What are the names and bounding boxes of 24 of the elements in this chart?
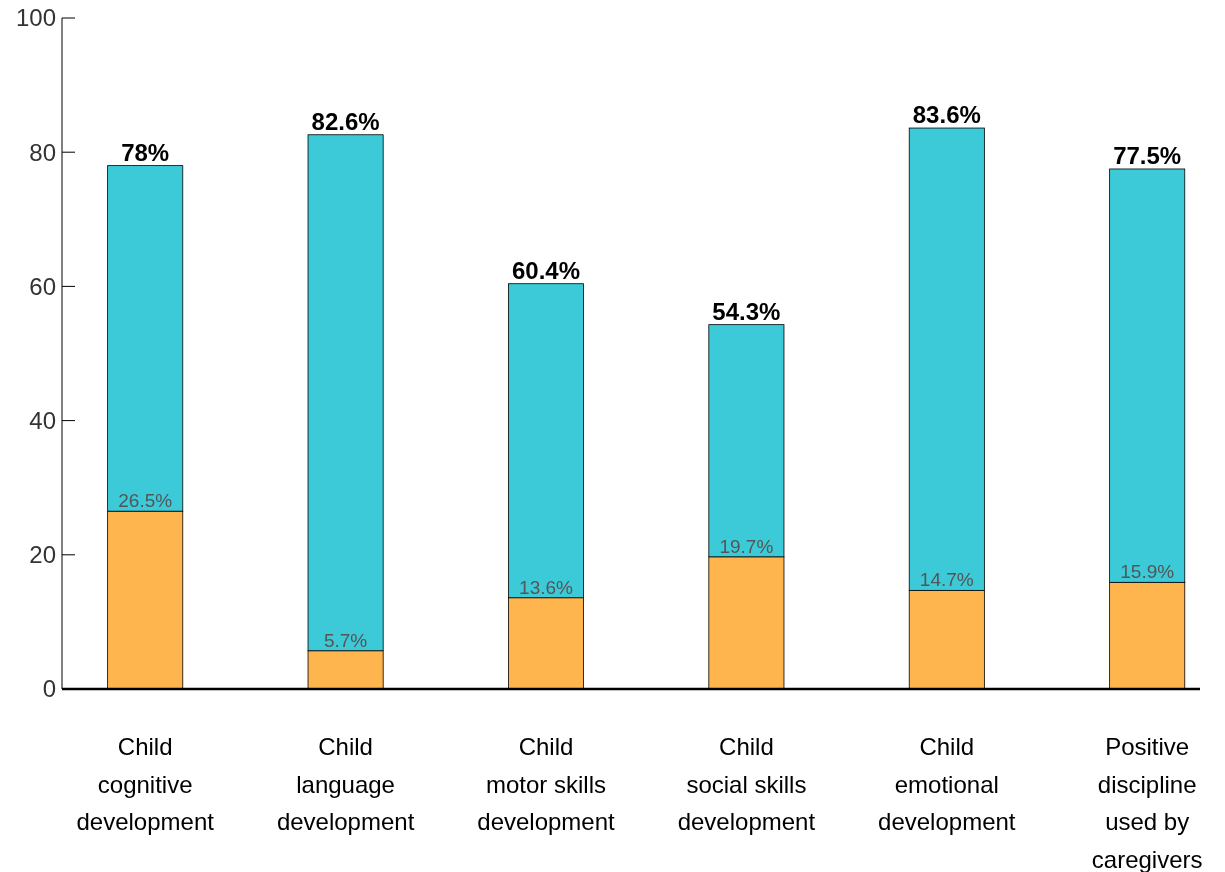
x-tick-label: Positive discipline used by caregivers (1091, 733, 1203, 872)
y-tick-label: 60 (29, 272, 56, 300)
x-tick-label: Child emotional development (878, 733, 1016, 835)
y-tick-label: 40 (29, 407, 56, 434)
data-label: 26.5% (118, 490, 173, 512)
total-label: 83.6% (912, 101, 981, 129)
data-label: 19.7% (719, 535, 774, 557)
total-label: 60.4% (511, 256, 581, 284)
data-label: 15.9% (1120, 561, 1175, 583)
total-label: 77.5% (1113, 141, 1182, 169)
x-tick-label: Child motor skills development (477, 733, 616, 835)
total-label: 82.6% (311, 107, 380, 135)
total-label: 54.3% (712, 297, 781, 325)
y-tick-label: 0 (42, 675, 56, 703)
total-label: 78% (121, 138, 170, 166)
data-label: 14.7% (919, 569, 974, 591)
y-tick-label: 80 (29, 138, 56, 166)
x-tick-label: Child cognitive development (76, 733, 215, 835)
x-tick-label: Child language development (276, 733, 415, 835)
y-tick-label: 20 (29, 541, 56, 569)
y-tick-label: 100 (15, 4, 56, 32)
data-label: 5.7% (323, 629, 368, 651)
x-tick-label: Child social skills development (677, 733, 816, 835)
data-label: 13.6% (519, 576, 574, 598)
